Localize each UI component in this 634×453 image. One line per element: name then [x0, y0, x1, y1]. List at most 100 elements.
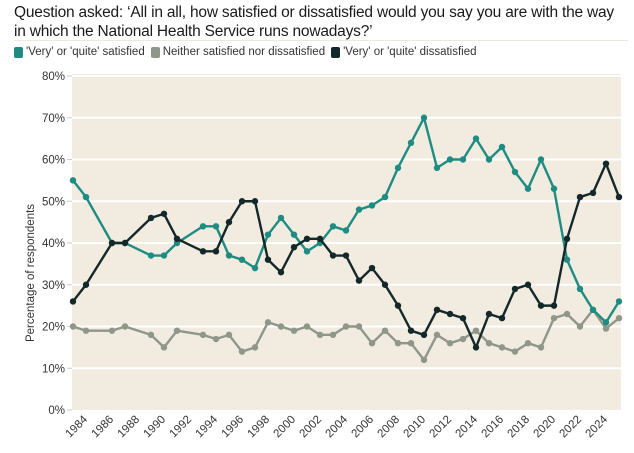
data-point-dissatisfied	[537, 302, 545, 309]
data-point-neither	[303, 323, 311, 330]
x-tick-label: 2006	[350, 414, 377, 441]
data-point-dissatisfied	[238, 198, 246, 205]
series-line-neither	[72, 308, 620, 362]
data-point-neither	[368, 340, 376, 347]
data-point-neither	[264, 319, 272, 326]
data-point-satisfied	[355, 206, 363, 213]
x-tick-label: 2022	[558, 414, 585, 441]
data-point-satisfied	[576, 285, 584, 293]
data-point-neither	[108, 327, 116, 334]
data-point-satisfied	[160, 252, 168, 259]
y-tick-label: 20%	[42, 322, 65, 334]
data-point-neither	[472, 327, 480, 334]
y-tick-label: 30%	[42, 280, 65, 292]
legend-swatch-neither	[150, 46, 160, 58]
x-tick-label: 2014	[454, 413, 481, 440]
y-tick-label: 0%	[48, 405, 65, 417]
data-point-neither	[355, 323, 363, 330]
legend-label-neither: Neither satisfied nor dissatisfied	[162, 46, 326, 58]
data-point-satisfied	[329, 223, 337, 230]
gridlines	[72, 75, 621, 370]
data-point-neither	[524, 340, 532, 347]
data-point-neither	[394, 340, 402, 347]
y-tick-label: 50%	[42, 196, 65, 208]
x-tick-label: 2008	[376, 414, 403, 441]
legend-label-satisfied: 'Very' or 'quite' satisfied	[26, 46, 145, 58]
legend-label-dissatisfied: 'Very' or 'quite' dissatisfied	[343, 46, 477, 58]
y-tick-label: 10%	[42, 363, 65, 375]
data-point-satisfied	[524, 185, 532, 192]
data-point-neither	[563, 310, 571, 318]
data-point-dissatisfied	[615, 193, 623, 201]
data-point-neither	[550, 314, 558, 322]
data-point-dissatisfied	[563, 235, 571, 243]
data-point-satisfied	[251, 264, 259, 272]
data-point-satisfied	[225, 252, 233, 259]
x-tick-label: 2024	[584, 413, 611, 440]
data-point-neither	[407, 340, 415, 347]
data-point-neither	[225, 331, 233, 339]
data-point-dissatisfied	[303, 235, 311, 243]
data-point-satisfied	[212, 223, 220, 230]
data-point-satisfied	[82, 193, 90, 201]
data-point-satisfied	[459, 156, 467, 163]
data-point-neither	[485, 340, 493, 347]
data-point-neither	[316, 331, 324, 339]
data-point-neither	[576, 323, 584, 330]
data-point-dissatisfied	[290, 243, 298, 251]
x-tick-label: 2016	[480, 414, 507, 441]
data-point-satisfied	[147, 252, 155, 259]
data-point-neither	[459, 335, 467, 343]
data-point-neither	[69, 323, 77, 330]
x-tick-label: 2020	[532, 414, 559, 441]
data-point-dissatisfied	[199, 248, 207, 255]
data-point-neither	[173, 327, 181, 334]
data-point-dissatisfied	[355, 277, 363, 284]
data-point-satisfied	[472, 135, 480, 142]
data-point-satisfied	[563, 256, 571, 263]
data-point-dissatisfied	[407, 327, 415, 334]
data-point-satisfied	[420, 114, 428, 121]
legend-item-satisfied: 'Very' or 'quite' satisfied	[14, 46, 145, 58]
x-tick-label: 1986	[90, 414, 117, 441]
data-point-neither	[199, 331, 207, 339]
data-point-satisfied	[381, 193, 389, 201]
data-point-dissatisfied	[394, 302, 402, 309]
data-point-satisfied	[368, 202, 376, 209]
x-tick-label: 1996	[220, 414, 247, 441]
x-tick-label: 2000	[272, 414, 299, 441]
data-point-dissatisfied	[589, 189, 597, 197]
data-point-dissatisfied	[459, 314, 467, 322]
title-divider	[14, 40, 628, 41]
data-point-dissatisfied	[576, 193, 584, 201]
data-point-neither	[121, 323, 129, 330]
data-point-neither	[82, 327, 90, 334]
data-point-neither	[381, 327, 389, 334]
data-point-dissatisfied	[472, 344, 480, 351]
data-point-dissatisfied	[173, 235, 181, 243]
data-point-neither	[537, 344, 545, 351]
data-point-neither	[446, 340, 454, 347]
x-tick-label: 1994	[194, 413, 221, 440]
series-line-satisfied	[72, 116, 621, 324]
data-point-dissatisfied	[329, 252, 337, 259]
data-point-dissatisfied	[108, 239, 116, 247]
legend-item-dissatisfied: 'Very' or 'quite' dissatisfied	[331, 46, 477, 58]
data-point-satisfied	[511, 168, 519, 176]
data-point-dissatisfied	[316, 235, 324, 243]
data-point-neither	[498, 344, 506, 351]
data-point-satisfied	[277, 214, 285, 222]
x-tick-label: 2012	[428, 414, 455, 441]
data-point-neither	[238, 348, 246, 355]
y-axis-ticks: 0% 10% 20% 30% 40% 50% 60% 70% 80%	[42, 71, 72, 417]
data-point-satisfied	[342, 227, 350, 234]
legend-swatch-dissatisfied	[331, 46, 341, 58]
x-tick-label: 1990	[142, 414, 169, 441]
data-point-dissatisfied	[160, 210, 168, 217]
data-point-satisfied	[615, 298, 623, 305]
data-point-satisfied	[485, 156, 493, 163]
data-point-satisfied	[537, 156, 545, 163]
data-point-neither	[329, 331, 337, 339]
data-point-dissatisfied	[524, 281, 532, 288]
